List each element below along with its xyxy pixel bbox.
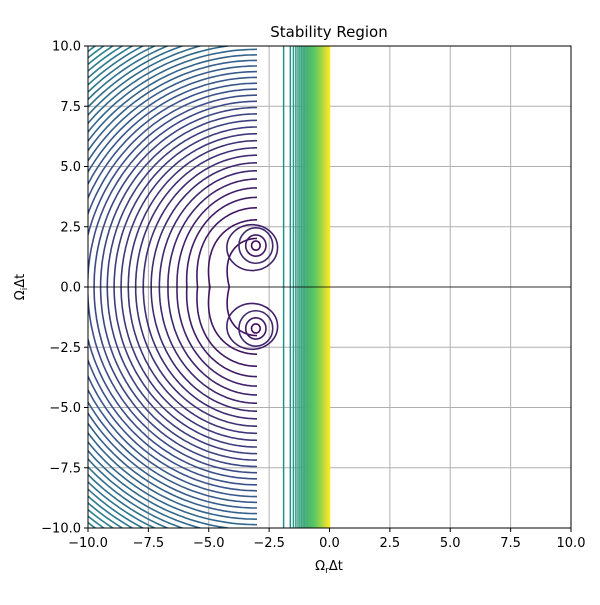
y-tick-label-2: −5.0: [49, 401, 81, 416]
contour-level-23: [88, 59, 257, 515]
y-tick-label-4: 0.0: [60, 281, 81, 296]
y-tick-label-0: −10.0: [41, 522, 81, 537]
focus-ring-1-2: [238, 309, 274, 347]
y-tick-label-7: 7.5: [60, 100, 81, 115]
x-tick-label-2: −5.0: [193, 536, 225, 551]
focus-ring-1-1: [244, 317, 267, 340]
focus-ring-0-2: [238, 227, 274, 265]
contour-level-21: [88, 70, 258, 504]
contour-level-26: [88, 46, 234, 528]
x-axis-label: ΩrΔt: [315, 559, 343, 576]
focus-ring-0-outer: [226, 223, 279, 272]
x-tick-label-5: 2.5: [380, 536, 401, 551]
y-tick-label-3: −2.5: [49, 341, 81, 356]
contour-level-25: [88, 48, 258, 526]
contour-level-19: [88, 82, 258, 492]
contour-level-18: [88, 88, 257, 486]
contour-level-27: [88, 46, 204, 528]
x-tick-label-7: 7.5: [500, 536, 521, 551]
contour-level-24: [88, 54, 258, 520]
focus-ring-1-outer: [226, 302, 279, 351]
contour-level-28: [88, 46, 185, 528]
contour-level-30: [88, 46, 157, 528]
contour-layer: [88, 46, 331, 528]
contour-level-29: [88, 46, 170, 528]
y-tick-label-1: −7.5: [49, 461, 81, 476]
x-tick-label-1: −7.5: [133, 536, 165, 551]
focus-ring-1-0: [250, 323, 261, 334]
y-tick-label-6: 5.0: [60, 160, 81, 175]
contour-level-32: [88, 46, 134, 528]
tick-layer: −10.0 −7.5 −5.0 −2.5 0.0 2.5 5.0 7.5 10.0 −10.0 −7…: [41, 40, 585, 552]
contour-level-22: [88, 65, 257, 509]
focus-ring-0-1: [244, 234, 267, 257]
contour-level-16: [88, 100, 257, 474]
x-tick-label-0: −10.0: [68, 536, 108, 551]
y-tick-label-8: 10.0: [52, 40, 81, 55]
y-tick-label-5: 2.5: [60, 220, 81, 235]
chart-title: Stability Region: [270, 23, 388, 41]
contour-level-20: [88, 76, 257, 498]
x-tick-label-8: 10.0: [557, 536, 586, 551]
contour-level-31: [88, 46, 145, 528]
x-tick-label-3: −2.5: [253, 536, 285, 551]
y-axis-label: ΩiΔt: [13, 274, 30, 300]
x-tick-label-6: 5.0: [440, 536, 461, 551]
focus-ring-0-0: [250, 240, 261, 251]
contour-level-17: [88, 94, 257, 480]
x-tick-label-4: 0.0: [319, 536, 340, 551]
